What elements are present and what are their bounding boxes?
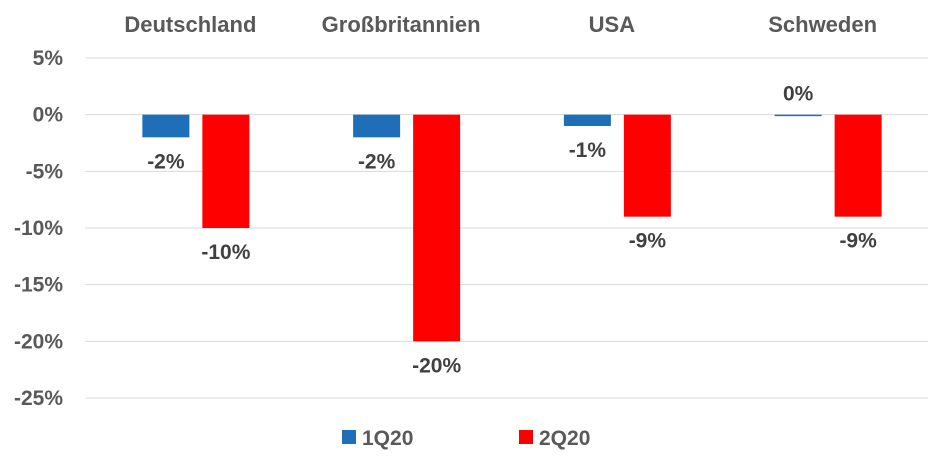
bar-2q20 bbox=[202, 114, 250, 228]
data-label: -2% bbox=[147, 150, 185, 173]
category-label: USA bbox=[589, 12, 636, 37]
category-label: Schweden bbox=[768, 12, 877, 37]
data-label: -9% bbox=[629, 230, 667, 253]
data-label: -2% bbox=[358, 150, 396, 173]
y-tick-label: -25% bbox=[14, 387, 63, 410]
bar-1q20 bbox=[142, 114, 190, 138]
bar-1q20 bbox=[774, 114, 822, 117]
data-labels: -2% -2% -1% 0% -10% -20% -9% -9% bbox=[147, 83, 877, 378]
legend-swatch-2q20 bbox=[519, 430, 533, 444]
legend-swatch-1q20 bbox=[342, 430, 356, 444]
bar-2q20 bbox=[834, 114, 882, 217]
category-labels: Deutschland Großbritannien USA Schweden bbox=[124, 12, 877, 37]
bar-2q20 bbox=[623, 114, 671, 217]
category-label: Großbritannien bbox=[322, 12, 481, 37]
legend-label-2q20: 2Q20 bbox=[539, 427, 590, 450]
bars bbox=[142, 114, 882, 342]
legend-label-1q20: 1Q20 bbox=[362, 427, 413, 450]
y-tick-label: -20% bbox=[14, 330, 63, 353]
bar-1q20 bbox=[353, 114, 401, 138]
data-label: -1% bbox=[569, 139, 607, 162]
y-tick-label: -5% bbox=[26, 160, 64, 183]
data-label: 0% bbox=[783, 83, 814, 106]
category-label: Deutschland bbox=[124, 12, 256, 37]
y-tick-label: 5% bbox=[33, 47, 64, 70]
y-tick-label: -15% bbox=[14, 274, 63, 297]
legend: 1Q20 2Q20 bbox=[342, 427, 590, 450]
data-label: -9% bbox=[839, 230, 877, 253]
y-tick-label: 0% bbox=[33, 104, 64, 127]
data-label: -10% bbox=[201, 241, 250, 264]
data-label: -20% bbox=[412, 354, 461, 377]
bar-2q20 bbox=[413, 114, 461, 342]
y-axis: 5% 0% -5% -10% -15% -20% -25% bbox=[14, 47, 63, 410]
y-tick-label: -10% bbox=[14, 217, 63, 240]
bar-1q20 bbox=[563, 114, 611, 126]
